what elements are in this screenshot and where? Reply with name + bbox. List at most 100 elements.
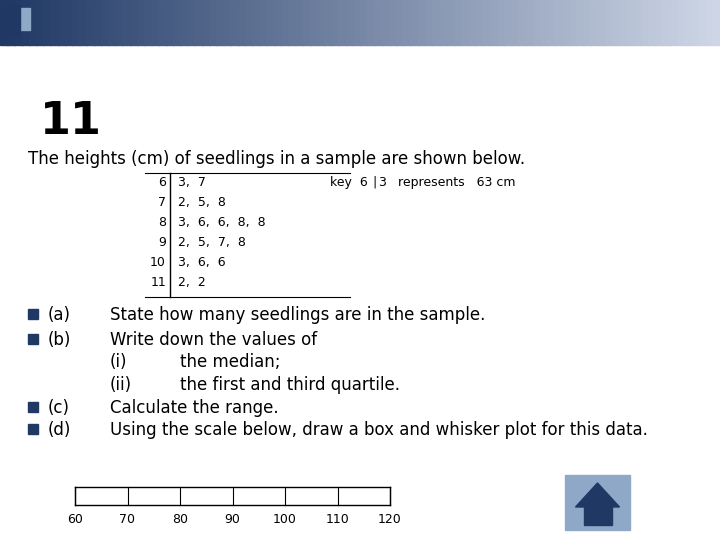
Bar (497, 0, 505, 45)
Bar (353, 0, 361, 45)
Text: 80: 80 (172, 513, 188, 526)
Bar (209, 0, 217, 45)
Bar (79, 0, 87, 45)
Bar (22, 0, 30, 45)
Bar (425, 0, 433, 45)
Bar (310, 0, 318, 45)
Text: 3,  7: 3, 7 (178, 176, 206, 189)
Text: Using the scale below, draw a box and whisker plot for this data.: Using the scale below, draw a box and wh… (110, 421, 648, 439)
Text: Write down the values of: Write down the values of (110, 331, 317, 349)
Bar (410, 0, 418, 45)
Text: the median;: the median; (180, 353, 281, 371)
Bar (281, 0, 289, 45)
Bar (468, 0, 476, 45)
Bar (245, 0, 253, 45)
Bar (28, 402, 38, 412)
Bar (547, 0, 555, 45)
Text: the first and third quartile.: the first and third quartile. (180, 376, 400, 394)
Bar (346, 0, 354, 45)
Bar (641, 0, 649, 45)
Bar (565, 475, 630, 530)
Text: key  6: key 6 (330, 176, 368, 189)
Bar (194, 0, 202, 45)
Bar (158, 0, 166, 45)
Bar (238, 0, 246, 45)
Bar (490, 0, 498, 45)
Bar (389, 0, 397, 45)
Bar (29, 0, 37, 45)
Bar (108, 0, 116, 45)
Text: State how many seedlings are in the sample.: State how many seedlings are in the samp… (110, 306, 485, 324)
Bar (65, 0, 73, 45)
Bar (338, 0, 346, 45)
Bar (28, 424, 38, 434)
Bar (691, 0, 699, 45)
Bar (583, 507, 611, 525)
Bar (202, 0, 210, 45)
Bar (698, 0, 706, 45)
Bar (569, 0, 577, 45)
Bar (360, 0, 368, 45)
Bar (454, 0, 462, 45)
Text: represents   63 cm: represents 63 cm (390, 176, 516, 189)
Bar (28, 309, 38, 319)
Bar (180, 0, 188, 45)
Text: 8: 8 (158, 216, 166, 229)
Bar (259, 0, 267, 45)
Bar (101, 0, 109, 45)
Bar (223, 0, 231, 45)
Bar (374, 0, 382, 45)
Bar (324, 0, 332, 45)
Bar (86, 0, 94, 45)
Text: (c): (c) (48, 399, 70, 417)
Bar (50, 0, 58, 45)
Bar (612, 0, 620, 45)
Bar (317, 0, 325, 45)
Bar (590, 0, 598, 45)
Bar (526, 0, 534, 45)
Bar (130, 0, 138, 45)
Bar (677, 0, 685, 45)
Bar (266, 0, 274, 45)
Bar (94, 0, 102, 45)
Bar (504, 0, 512, 45)
Bar (252, 0, 260, 45)
Bar (554, 0, 562, 45)
Text: 2,  5,  8: 2, 5, 8 (178, 196, 226, 209)
Bar (634, 0, 642, 45)
Bar (173, 0, 181, 45)
Text: Calculate the range.: Calculate the range. (110, 399, 279, 417)
Text: (i): (i) (110, 353, 127, 371)
Bar (418, 0, 426, 45)
Bar (367, 0, 375, 45)
Bar (518, 0, 526, 45)
Bar (216, 0, 224, 45)
Bar (662, 0, 670, 45)
Bar (0, 0, 8, 45)
Bar (670, 0, 678, 45)
Text: 11: 11 (40, 100, 102, 143)
Bar (122, 0, 130, 45)
Bar (619, 0, 627, 45)
Bar (151, 0, 159, 45)
Bar (706, 0, 714, 45)
Text: 6: 6 (158, 176, 166, 189)
Text: 2,  2: 2, 2 (178, 276, 206, 289)
Bar (713, 0, 720, 45)
Bar (511, 0, 519, 45)
Bar (115, 0, 123, 45)
Text: (b): (b) (48, 331, 71, 349)
Text: (d): (d) (48, 421, 71, 439)
Bar (446, 0, 454, 45)
Text: 90: 90 (225, 513, 240, 526)
Text: 9: 9 (158, 236, 166, 249)
Bar (533, 0, 541, 45)
Bar (36, 0, 44, 45)
Bar (648, 0, 656, 45)
Bar (382, 0, 390, 45)
Bar (137, 0, 145, 45)
Bar (230, 0, 238, 45)
Bar (626, 0, 634, 45)
Bar (540, 0, 548, 45)
Text: 10: 10 (150, 256, 166, 269)
